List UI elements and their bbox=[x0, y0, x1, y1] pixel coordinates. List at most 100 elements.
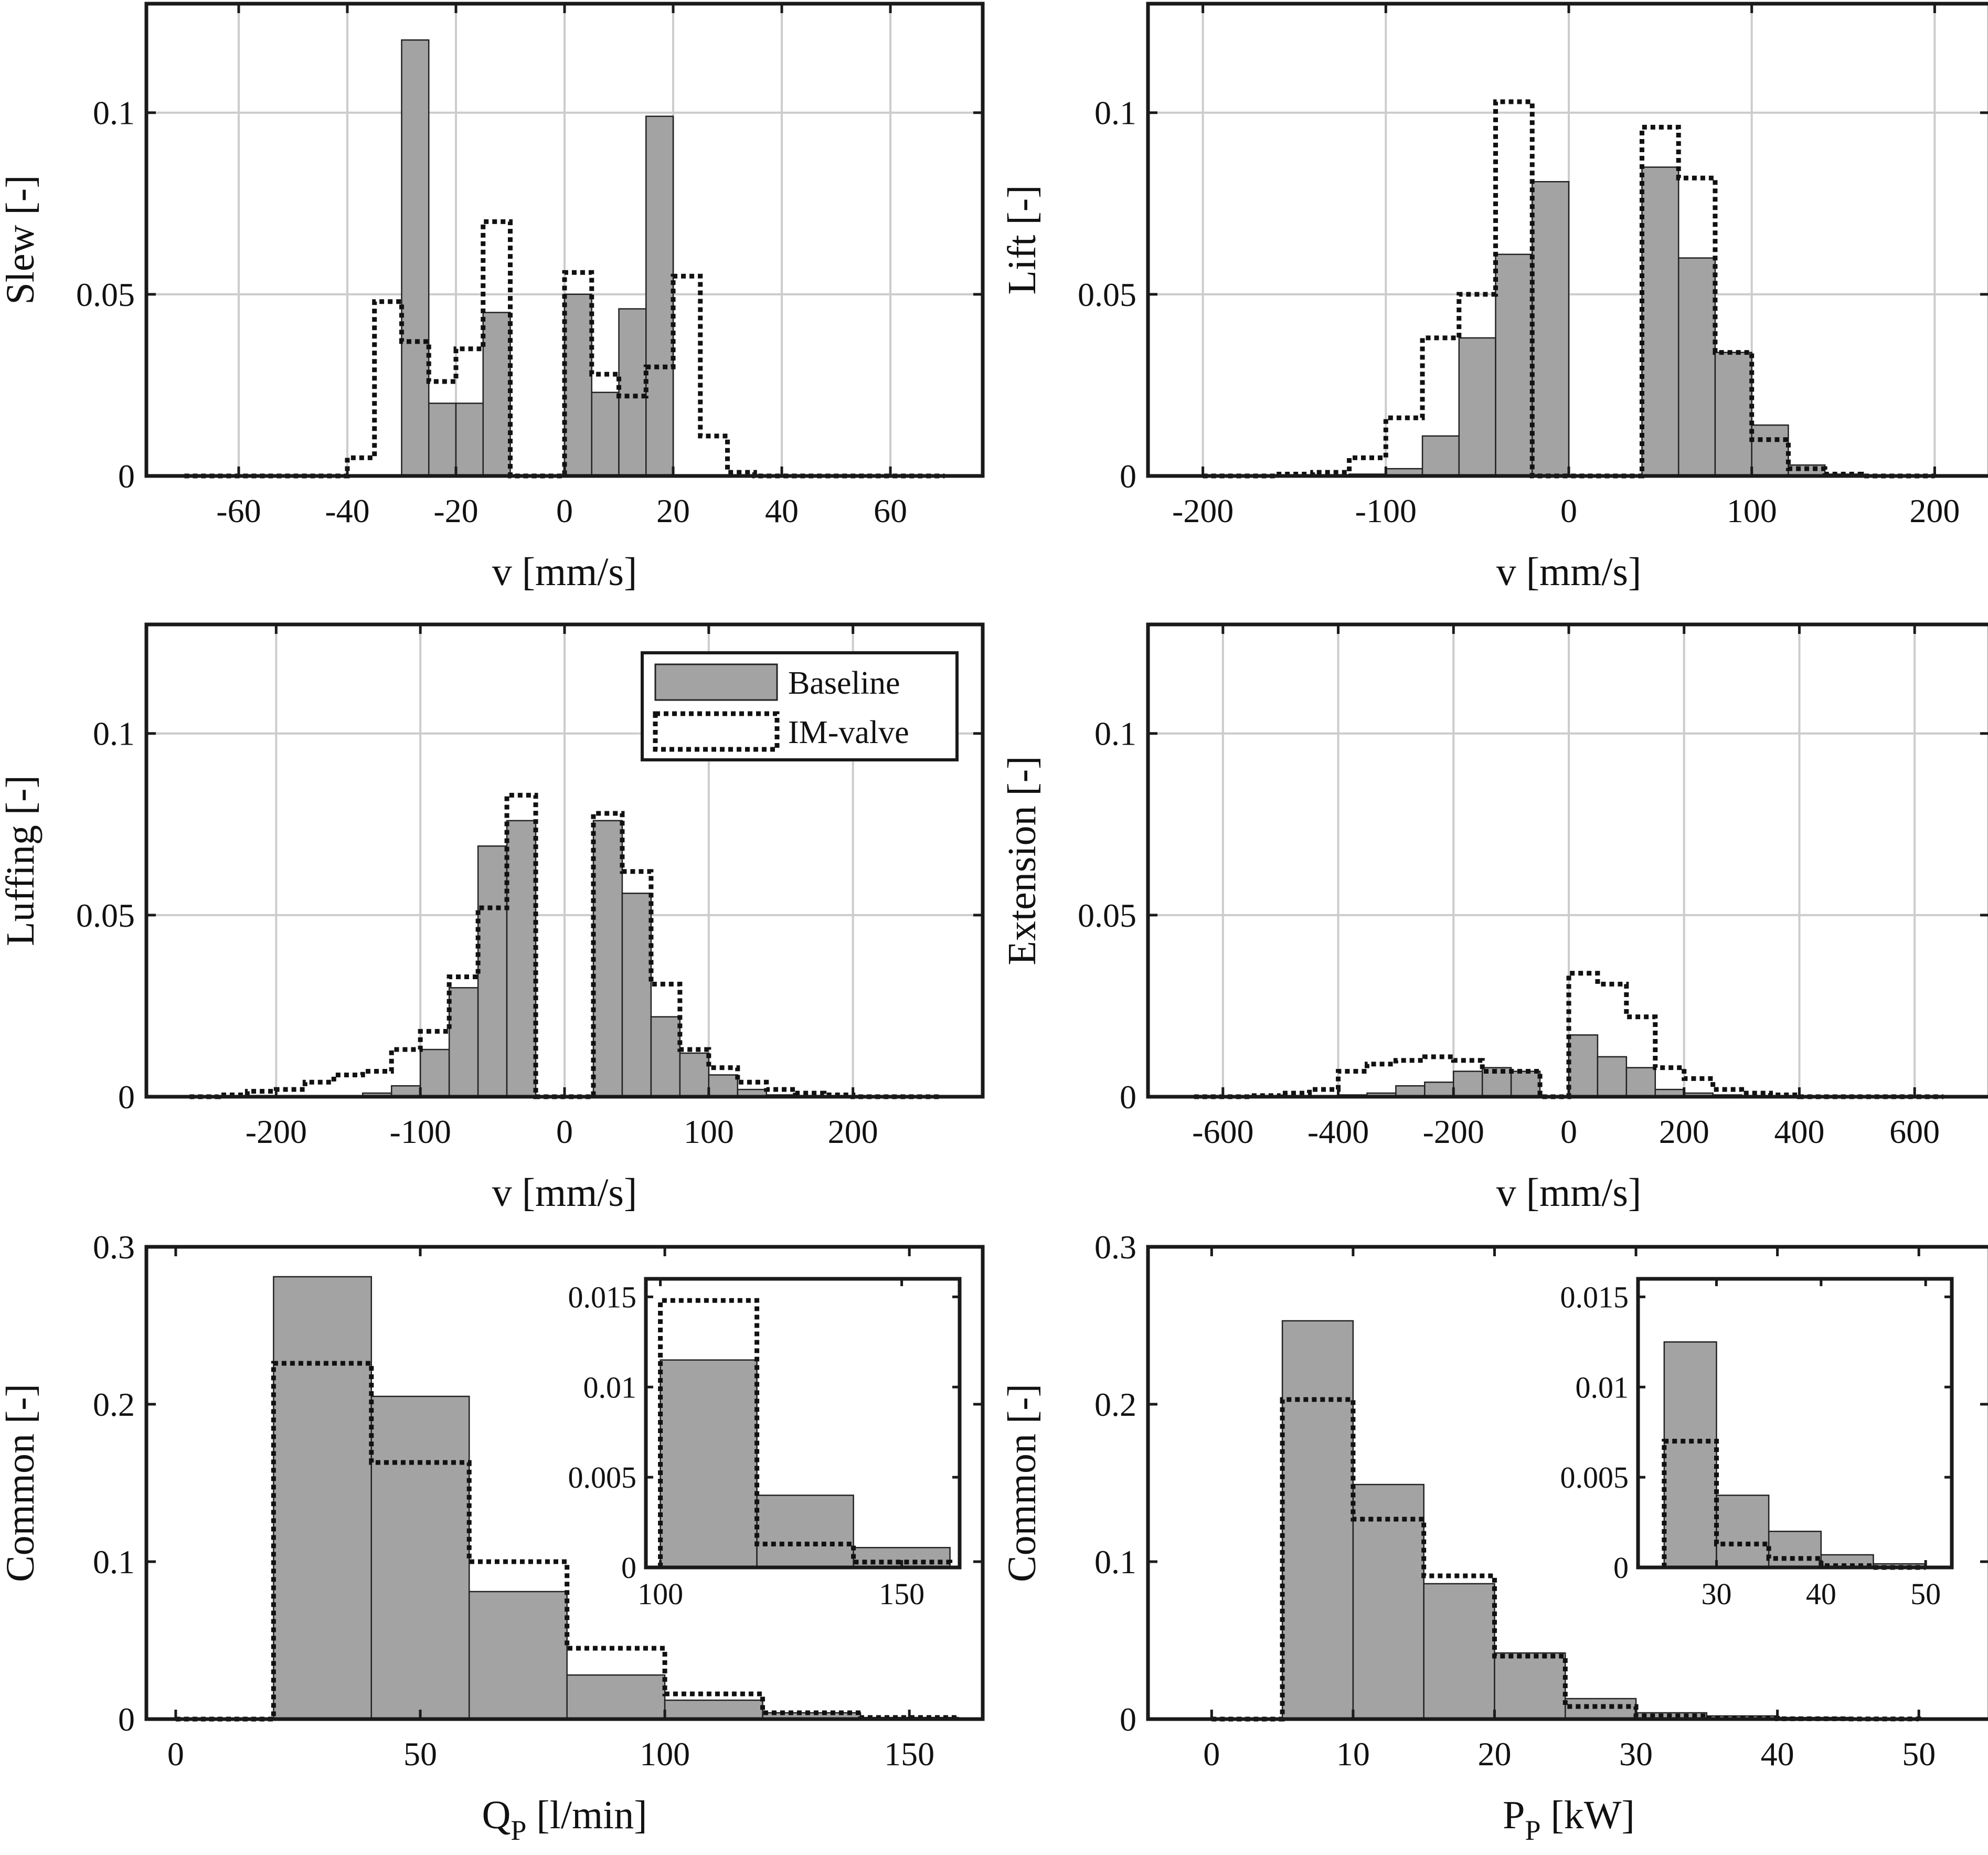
baseline-bar bbox=[621, 893, 652, 1098]
baseline-bar bbox=[645, 115, 674, 477]
y-tick-label: 0.2 bbox=[93, 1386, 135, 1423]
x-tick-label: -20 bbox=[433, 492, 478, 529]
y-axis-label: Lift [-] bbox=[1000, 185, 1044, 295]
baseline-bar bbox=[419, 1048, 450, 1098]
x-tick-label: 200 bbox=[1659, 1113, 1709, 1150]
x-tick-label: 20 bbox=[1477, 1735, 1511, 1773]
inset-baseline-bar bbox=[1663, 1341, 1717, 1568]
legend-label-im-valve: IM-valve bbox=[788, 715, 909, 750]
baseline-bar bbox=[591, 391, 620, 477]
axes-frame bbox=[1146, 1245, 1988, 1721]
baseline-bar bbox=[1641, 166, 1679, 477]
baseline-bar bbox=[1421, 435, 1460, 477]
baseline-bar bbox=[1751, 424, 1789, 477]
x-tick-label: 40 bbox=[765, 492, 799, 529]
y-tick-label: 0 bbox=[118, 1078, 135, 1116]
baseline-bar bbox=[1494, 1652, 1566, 1720]
baseline-bar bbox=[477, 845, 508, 1098]
x-tick-label: 100 bbox=[684, 1113, 734, 1150]
x-axis-label: v [mm/s] bbox=[492, 550, 637, 594]
baseline-bar bbox=[650, 1016, 681, 1098]
inset-x-tick-label: 150 bbox=[879, 1577, 924, 1611]
legend: Baseline IM-valve bbox=[641, 651, 959, 761]
x-tick-label: 40 bbox=[1761, 1735, 1794, 1773]
baseline-bar bbox=[370, 1395, 470, 1720]
x-tick-label: -60 bbox=[216, 492, 261, 529]
chart-luffing: -200 -100 0 100 200 0 0.05 0.1 v [mm/s] Luffing [… bbox=[0, 622, 985, 1215]
x-axis-label: QP [l/min] bbox=[482, 1793, 647, 1846]
baseline-bar bbox=[664, 1699, 763, 1720]
y-tick-label: 0.1 bbox=[1094, 94, 1136, 132]
y-tick-label: 0.3 bbox=[1094, 1228, 1136, 1266]
baseline-bar bbox=[618, 308, 647, 477]
x-tick-label: 100 bbox=[1727, 492, 1777, 529]
x-tick-label: -200 bbox=[1172, 492, 1234, 529]
baseline-bar bbox=[1424, 1082, 1454, 1098]
baseline-bar bbox=[1625, 1067, 1656, 1098]
y-axis-label: Common [-] bbox=[1000, 1384, 1044, 1582]
inset-y-tick-label: 0.005 bbox=[568, 1460, 637, 1494]
y-tick-label: 0.1 bbox=[1094, 715, 1136, 752]
inset-baseline-bar bbox=[1716, 1494, 1770, 1568]
x-tick-label: 0 bbox=[167, 1735, 184, 1773]
baseline-bar bbox=[448, 987, 479, 1098]
inset-y-tick-label: 0.005 bbox=[1560, 1460, 1629, 1494]
baseline-bar bbox=[482, 312, 511, 477]
baseline-bar bbox=[1714, 352, 1752, 477]
y-tick-label: 0.2 bbox=[1094, 1386, 1136, 1423]
x-tick-label: 100 bbox=[640, 1735, 690, 1773]
baseline-bar bbox=[1453, 1070, 1483, 1098]
inset-y-tick-label: 0 bbox=[1613, 1551, 1629, 1585]
x-tick-label: 0 bbox=[1560, 1113, 1577, 1150]
x-tick-label: 30 bbox=[1619, 1735, 1653, 1773]
baseline-bar bbox=[1458, 337, 1496, 477]
inset-x-tick-label: 40 bbox=[1806, 1577, 1836, 1611]
baseline-bar bbox=[1677, 257, 1716, 477]
inset-im-valve-step bbox=[658, 1298, 953, 1567]
baseline-bar bbox=[1352, 1483, 1424, 1720]
x-tick-label: 0 bbox=[556, 492, 573, 529]
x-tick-label: 400 bbox=[1774, 1113, 1824, 1150]
y-tick-label: 0.05 bbox=[76, 897, 135, 934]
inset-y-tick-label: 0.015 bbox=[1560, 1280, 1629, 1314]
x-tick-label: -100 bbox=[390, 1113, 451, 1150]
y-tick-label: 0.05 bbox=[76, 276, 135, 313]
baseline-bar bbox=[708, 1074, 739, 1098]
baseline-bar bbox=[428, 402, 457, 477]
x-tick-label: 60 bbox=[874, 492, 907, 529]
baseline-bar bbox=[273, 1276, 373, 1720]
y-tick-label: 0.1 bbox=[93, 1543, 135, 1581]
axes-frame bbox=[144, 1245, 985, 1721]
y-tick-label: 0 bbox=[1120, 458, 1136, 495]
x-tick-label: -400 bbox=[1307, 1113, 1369, 1150]
y-tick-label: 0.1 bbox=[93, 715, 135, 752]
inset-power: 30 40 50 0 0.005 0.01 0.015 bbox=[1560, 1277, 1954, 1611]
inset-y-tick-label: 0 bbox=[621, 1551, 636, 1585]
y-axis-label: Extension [-] bbox=[1000, 756, 1044, 966]
baseline-bar bbox=[1423, 1583, 1495, 1720]
inset-baseline-bar bbox=[660, 1359, 758, 1568]
x-tick-label: -600 bbox=[1192, 1113, 1253, 1150]
legend-swatch-baseline bbox=[654, 663, 778, 701]
chart-flow: 0 50 100 150 0 0.1 0.2 0.3 QP [l/min] Common [-] 1… bbox=[0, 1228, 985, 1846]
inset-y-tick-label: 0.01 bbox=[583, 1370, 637, 1404]
x-tick-label: 150 bbox=[884, 1735, 934, 1773]
x-tick-label: -200 bbox=[1423, 1113, 1484, 1150]
baseline-bar bbox=[1597, 1056, 1628, 1098]
baseline-bar bbox=[679, 1052, 710, 1098]
y-tick-label: 0 bbox=[1120, 1078, 1136, 1116]
y-tick-label: 0.05 bbox=[1078, 276, 1136, 313]
y-tick-label: 0.3 bbox=[93, 1228, 135, 1266]
y-axis-label: Luffing [-] bbox=[0, 775, 42, 946]
legend-swatch-im-valve bbox=[653, 711, 780, 752]
x-tick-label: 200 bbox=[828, 1113, 878, 1150]
inset-x-tick-label: 30 bbox=[1702, 1577, 1732, 1611]
baseline-bar bbox=[1532, 181, 1570, 477]
baseline-bar bbox=[592, 820, 623, 1098]
baseline-bar bbox=[1568, 1034, 1599, 1098]
baseline-bar bbox=[564, 293, 593, 477]
y-axis-label: Common [-] bbox=[0, 1384, 42, 1582]
baseline-bar bbox=[455, 402, 484, 477]
chart-power: 0 10 20 30 40 50 0 0.1 0.2 0.3 PP [kW] Common [-] 30… bbox=[1000, 1228, 1988, 1846]
